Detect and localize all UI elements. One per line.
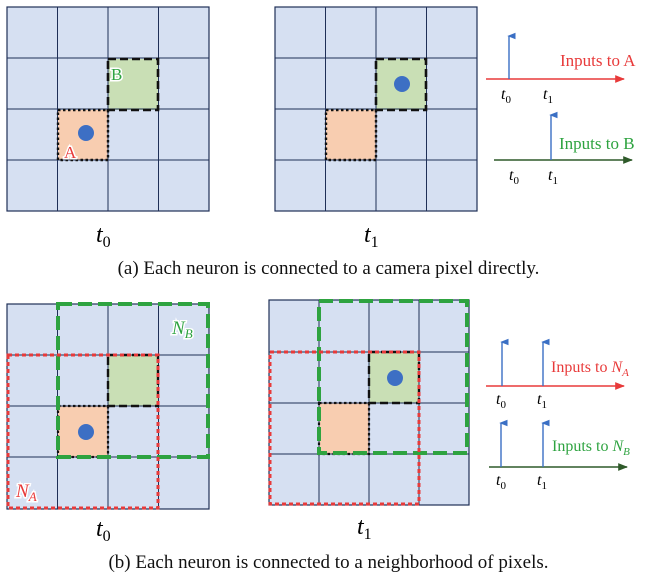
axis-tick-label: t1 bbox=[548, 167, 558, 187]
neuron-b-pixel bbox=[108, 59, 158, 110]
spike-axis-b-bottom: Inputs to NB t0 t1 bbox=[489, 419, 630, 492]
neighborhood-na bbox=[268, 350, 421, 506]
axis-label: Inputs to A bbox=[560, 51, 636, 70]
grid-a-t0: A B bbox=[6, 6, 210, 212]
caption-a: (a) Each neuron is connected to a camera… bbox=[117, 258, 540, 279]
axis-tick-label: t0 bbox=[501, 86, 511, 106]
pixel-event-dot bbox=[394, 76, 410, 92]
pixel-event-dot bbox=[78, 424, 94, 440]
axis-tick-label: t1 bbox=[543, 86, 553, 106]
axis-tick-label: t1 bbox=[537, 391, 547, 411]
time-label-a-t0: t0 bbox=[96, 222, 111, 251]
time-label-b-t0: t0 bbox=[96, 516, 111, 545]
pixel-event-dot bbox=[387, 370, 403, 386]
time-label-a-t1: t1 bbox=[364, 222, 379, 251]
label-nb: NB bbox=[171, 318, 193, 341]
neuron-a-pixel bbox=[326, 110, 376, 160]
neighborhood-na bbox=[6, 353, 160, 510]
label-a: A bbox=[64, 143, 77, 162]
label-na: NA bbox=[15, 481, 37, 504]
grid-a-t1 bbox=[274, 6, 478, 212]
axis-tick-label: t0 bbox=[496, 472, 506, 492]
caption-b: (b) Each neuron is connected to a neighb… bbox=[108, 552, 549, 573]
time-label-b-t1: t1 bbox=[357, 514, 372, 543]
axis-label: Inputs to B bbox=[559, 134, 635, 153]
neuron-b-pixel bbox=[108, 355, 158, 406]
axis-tick-label: t0 bbox=[509, 167, 519, 187]
axis-tick-label: t1 bbox=[537, 472, 547, 492]
axis-label: Inputs to NB bbox=[552, 438, 630, 458]
spike-axis-a-bottom: Inputs to B t0 t1 bbox=[494, 111, 635, 187]
spike-axis-b-top: Inputs to NA t0 t1 bbox=[486, 338, 629, 411]
label-b: B bbox=[111, 65, 122, 84]
axis-label: Inputs to NA bbox=[551, 359, 629, 379]
grid-b-t1 bbox=[268, 299, 470, 506]
neighborhood-nb bbox=[56, 302, 210, 459]
neuron-a-pixel bbox=[319, 403, 369, 454]
neighborhood-nb bbox=[317, 299, 469, 455]
pixel-event-dot bbox=[78, 125, 94, 141]
grid-b-t0: NB NA bbox=[6, 302, 210, 510]
axis-tick-label: t0 bbox=[496, 391, 506, 411]
spike-axis-a-top: Inputs to A t0 t1 bbox=[486, 32, 636, 106]
